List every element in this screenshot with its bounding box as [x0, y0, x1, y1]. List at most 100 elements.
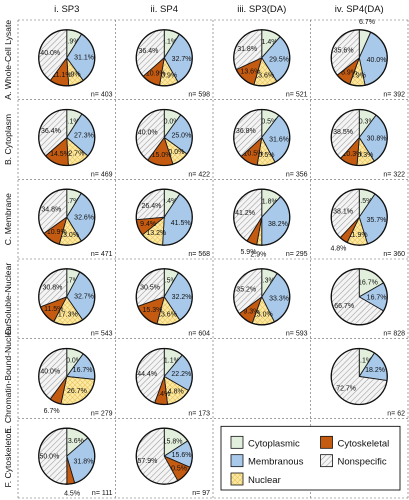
sample-count-label: n= 471: [91, 251, 113, 258]
slice-value-label: 34.8%: [41, 207, 61, 214]
pie-outline: [38, 268, 96, 326]
sample-count-label: n= 392: [383, 92, 405, 99]
slice-value-label: 10.0%: [62, 357, 82, 364]
sample-count-label: n= 422: [188, 171, 210, 178]
sample-count-label: n= 593: [286, 331, 308, 338]
slice-value-label: 27.3%: [74, 133, 94, 140]
slice-value-label: 8.9%: [64, 39, 80, 46]
slice-value-label: 10.9%: [47, 229, 67, 236]
slice-value-label: 40.0%: [40, 50, 60, 57]
slice-value-label: 7.4%: [154, 391, 170, 398]
slice-value-label: 26.4%: [142, 203, 162, 210]
pie-outline: [233, 108, 291, 167]
pie-panel: 10.0% 16.7% 26.7% 6.7% 40.0% n= 279: [38, 347, 113, 417]
slice-value-label: 41.2%: [235, 210, 255, 217]
column-header: iv. SP4(DA): [335, 4, 384, 15]
slice-value-label: 22.2%: [171, 371, 191, 378]
legend-swatch-membranous: [230, 454, 244, 468]
pie-panel: 6.7% 40.0% 8.9%8.9% 35.6% n= 392: [330, 19, 405, 99]
pie-outline: [233, 188, 291, 246]
slice-value-label: 15.0%: [152, 152, 172, 159]
legend-swatch-nuclear: [230, 472, 244, 486]
slice-value-label: 32.6%: [74, 215, 94, 222]
slice-value-label: 8.7%: [63, 198, 79, 205]
slice-value-label: 33.3%: [269, 295, 289, 302]
slice-value-label: 7.7%: [63, 277, 79, 284]
slice-value-label: 10.3%: [353, 152, 373, 159]
slice-value-label: 10.0%: [165, 149, 185, 156]
slice-value-label: 41.5%: [171, 220, 191, 227]
slice-value-label: 18.2%: [365, 367, 385, 374]
pie-panel: 11.4% 29.5% 13.6%13.6% 31.8% n= 521: [233, 29, 308, 99]
slice-value-label: 40.0%: [367, 57, 387, 64]
row-label: B. Cytoplasm: [3, 114, 13, 165]
pie-outline: [135, 188, 193, 246]
slice-value-label: 40.0%: [138, 130, 158, 137]
slice-value-label: 31.8%: [237, 46, 257, 53]
pie-outline: [38, 347, 96, 406]
slice-value-label: 15.8%: [163, 438, 183, 445]
pie-outline: [38, 427, 96, 485]
slice-value-label: 38.1%: [333, 208, 353, 215]
slice-value-label: 12.7%: [64, 151, 84, 158]
slice-value-label: 8.5%: [161, 278, 177, 285]
slice-value-label: 31.1%: [74, 55, 94, 62]
slice-value-label: 26.7%: [67, 388, 87, 395]
slice-value-label: 30.8%: [367, 136, 387, 143]
slice-value-label: 35.7%: [366, 217, 386, 224]
slice-value-label: 4.5%: [64, 490, 80, 497]
pie-outline: [330, 188, 388, 246]
slice-value-label: 11.4%: [258, 39, 277, 46]
pie-outline: [38, 108, 96, 167]
pie-outline: [135, 108, 193, 167]
row-label: F. Cytoskeleton: [3, 429, 13, 488]
slice-value-label: 10.3%: [355, 119, 375, 126]
pie-outline: [330, 108, 388, 167]
slice-value-label: 16.7%: [358, 279, 378, 286]
chart-legend: Cytoplasmic Cytoskeletal Membranous Nonspec…: [220, 425, 401, 491]
column-header: ii. SP4: [151, 4, 178, 15]
pie-panel: 9.5% 35.7% 11.9%4.8% 38.1% n= 360: [330, 188, 405, 258]
slice-value-label: 50.0%: [39, 454, 59, 461]
legend-swatch-cytoplasmic: [230, 435, 244, 449]
sample-count-label: n= 543: [91, 331, 113, 338]
slice-value-label: 44.4%: [137, 371, 157, 378]
slice-value-label: 10.5%: [257, 119, 277, 126]
pie-outline: [135, 427, 193, 485]
slice-value-label: 13.0%: [59, 232, 79, 239]
sample-count-label: n= 469: [91, 171, 113, 178]
legend-label: Nonspecific: [338, 457, 387, 468]
column-header: i. SP3: [54, 4, 79, 15]
legend-swatch-nonspecific: [320, 454, 333, 468]
slice-value-label: 9.1%: [64, 118, 80, 125]
slice-value-label: 11.9%: [348, 232, 367, 239]
slice-value-label: 14.5%: [50, 151, 70, 158]
sample-count-label: n= 403: [91, 92, 113, 99]
sample-count-label: n= 568: [188, 251, 210, 258]
pie-panel: 15.8% 15.6% 10.5% 57.9% n= 97: [135, 427, 210, 497]
pie-panel: 9.1% 32.7% 10.9%10.9% 36.4% n= 598: [135, 29, 210, 99]
sample-count-label: n= 62: [387, 410, 405, 417]
pie-outline: [330, 29, 388, 87]
slice-value-label: 13.6%: [64, 438, 84, 445]
slice-value-label: 9.1%: [356, 357, 372, 364]
pie-outline: [135, 29, 193, 87]
legend-swatch-cytoskeletal: [320, 435, 333, 449]
legend-label: Cytoskeletal: [338, 438, 390, 449]
pie-panel: 16.7% 16.7% 66.7% n= 828: [330, 268, 405, 338]
slice-value-label: 66.7%: [334, 303, 354, 310]
pie-outline: [135, 268, 193, 326]
pie-panel: 8.9%31.1%8.9%11.1%40.0%n= 403: [38, 29, 113, 99]
slice-value-label: 36.4%: [41, 128, 61, 135]
sample-count-label: n= 279: [91, 410, 113, 417]
row-label: C. Membrane: [3, 193, 13, 245]
pie-panel: 10.3%30.8%10.3%10.3%38.5%n= 322: [330, 108, 405, 178]
slice-value-label: 14.8%: [164, 389, 184, 396]
slice-value-label: 9.3%: [243, 308, 259, 315]
pie-outline: [38, 188, 96, 246]
slice-value-label: 32.2%: [172, 294, 192, 301]
slice-value-label: 10.5%: [255, 152, 275, 159]
sample-count-label: n= 295: [286, 251, 308, 258]
slice-value-label: 8.9%: [341, 69, 357, 76]
slice-value-label: 10.3%: [342, 151, 362, 158]
